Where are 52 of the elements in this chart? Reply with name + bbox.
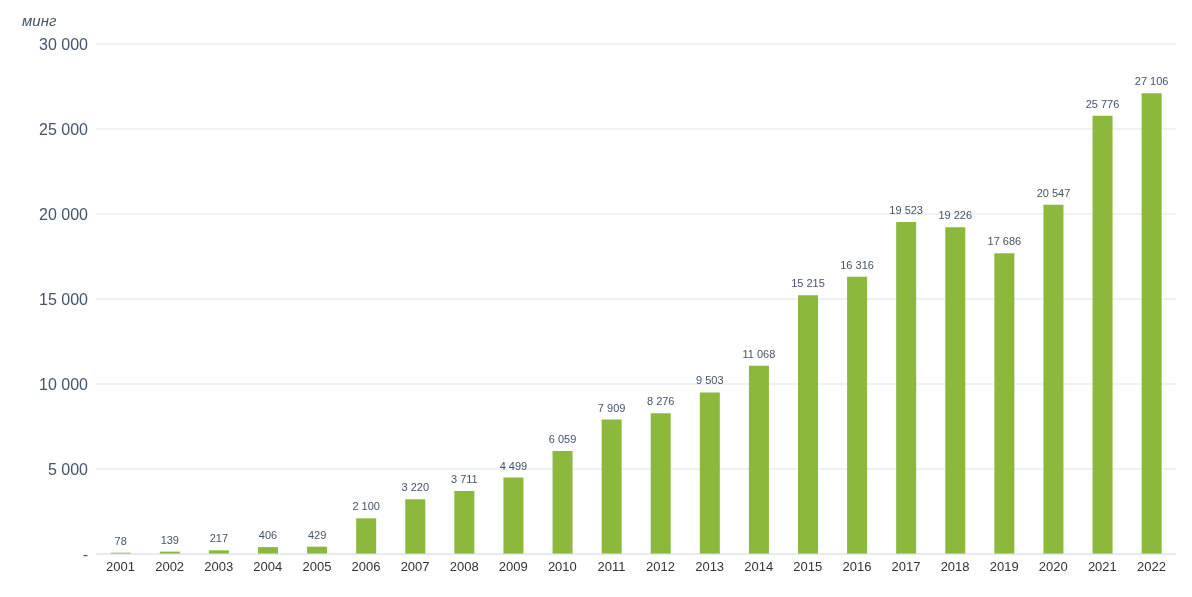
y-tick-label: 10 000 (39, 375, 89, 393)
x-tick-label: 2019 (989, 559, 1019, 575)
data-label: 7 909 (597, 401, 626, 414)
data-label: 217 (209, 532, 229, 545)
data-label: 8 276 (646, 395, 675, 408)
data-label: 11 068 (742, 347, 776, 360)
y-tick-label: 25 000 (39, 120, 89, 138)
data-label: 4 499 (499, 459, 528, 472)
data-label: 78 (114, 534, 127, 547)
x-tick-label: 2020 (1038, 559, 1068, 575)
data-label: 2 100 (352, 500, 380, 513)
x-tick-label: 2009 (498, 559, 528, 575)
y-tick-label: 5 000 (47, 460, 89, 478)
y-tick-label: - (82, 545, 88, 563)
data-label: 20 547 (1036, 186, 1071, 199)
x-tick-label: 2011 (597, 559, 626, 575)
x-tick-label: 2005 (302, 559, 332, 575)
x-tick-label: 2004 (253, 559, 283, 575)
y-axis-title: минг (22, 12, 57, 29)
x-tick-label: 2012 (646, 559, 676, 575)
data-label: 19 523 (889, 204, 924, 217)
data-label: 139 (160, 533, 179, 546)
data-label: 17 686 (987, 235, 1022, 248)
data-label: 429 (307, 528, 327, 541)
data-label: 3 220 (401, 481, 430, 494)
x-tick-label: 2001 (106, 559, 136, 575)
x-tick-label: 2021 (1087, 559, 1117, 575)
y-tick-label: 20 000 (39, 205, 89, 223)
x-tick-label: 2008 (449, 559, 479, 575)
data-label: 15 215 (791, 277, 825, 290)
data-label: 16 316 (840, 258, 874, 271)
y-tick-label: 15 000 (39, 290, 89, 308)
x-tick-label: 2022 (1136, 559, 1166, 575)
x-tick-label: 2007 (400, 559, 430, 575)
data-label: 6 059 (548, 433, 577, 445)
data-label: 25 776 (1085, 97, 1120, 110)
x-tick-label: 2016 (842, 559, 872, 575)
data-label: 3 711 (451, 472, 478, 485)
x-tick-label: 2018 (940, 559, 970, 575)
x-tick-label: 2017 (891, 559, 921, 575)
x-tick-label: 2006 (351, 559, 381, 575)
x-tick-label: 2003 (204, 559, 234, 575)
x-tick-label: 2013 (695, 559, 725, 575)
x-tick-label: 2002 (155, 559, 185, 575)
x-tick-label: 2015 (793, 559, 823, 575)
x-tick-label: 2014 (744, 559, 774, 575)
data-label: 19 226 (938, 209, 973, 222)
x-tick-label: 2010 (547, 559, 577, 575)
data-label: 27 106 (1134, 75, 1169, 88)
data-label: 9 503 (696, 374, 724, 387)
data-label: 406 (258, 529, 278, 542)
y-tick-label: 30 000 (39, 35, 89, 53)
